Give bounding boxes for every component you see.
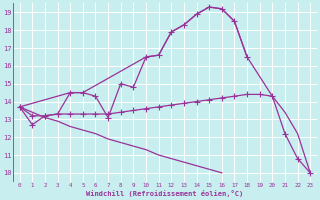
X-axis label: Windchill (Refroidissement éolien,°C): Windchill (Refroidissement éolien,°C) xyxy=(86,190,244,197)
